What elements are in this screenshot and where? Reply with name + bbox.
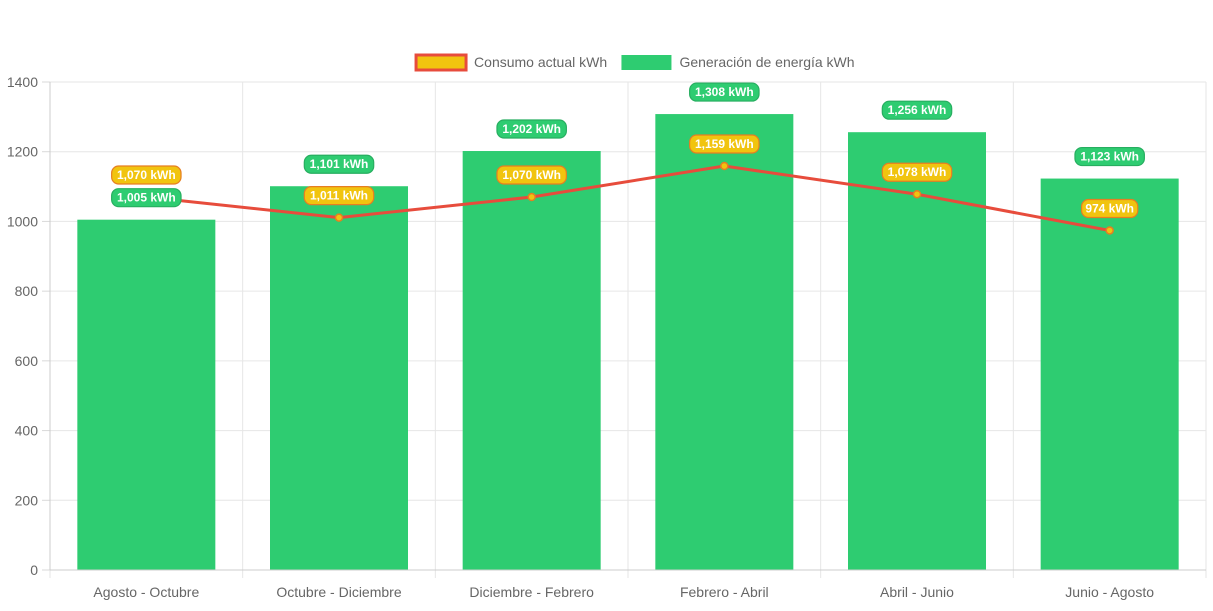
- bar-data-label-bg: [1074, 146, 1145, 167]
- line-data-label-text: 1,070 kWh: [502, 168, 561, 182]
- legend-label-consumo: Consumo actual kWh: [474, 54, 607, 70]
- line-data-label-bg: [111, 165, 182, 185]
- line-point[interactable]: [1105, 226, 1114, 235]
- legend-swatch-generacion: [621, 55, 672, 70]
- legend-item-generacion[interactable]: Generación de energía kWh: [621, 54, 855, 70]
- line-data-label-bg: [881, 162, 953, 182]
- y-tick-label: 600: [15, 353, 39, 369]
- bar-data-label-text: 1,101 kWh: [310, 157, 369, 171]
- line-data-label: 1,070 kWh: [496, 165, 567, 185]
- line-data-label-text: 1,078 kWh: [888, 165, 947, 179]
- line-data-label-bg: [303, 185, 375, 206]
- bar-data-label: 1,202 kWh: [496, 119, 567, 139]
- bar-data-label-bg: [496, 119, 567, 139]
- bar-data-label-text: 1,308 kWh: [695, 85, 754, 99]
- y-tick-label: 1400: [7, 74, 38, 90]
- bar-data-label-bg: [689, 82, 760, 102]
- bar-data-label-text: 1,256 kWh: [888, 103, 947, 117]
- bar-data-label: 1,308 kWh: [689, 82, 760, 102]
- line-data-label: 1,078 kWh: [881, 162, 953, 182]
- bar[interactable]: [462, 151, 601, 570]
- line-data-label-bg: [496, 165, 567, 185]
- line-data-label-text: 1,070 kWh: [117, 168, 176, 182]
- bar[interactable]: [270, 186, 408, 571]
- bar[interactable]: [848, 132, 986, 571]
- bar-data-label: 1,123 kWh: [1074, 146, 1145, 167]
- y-tick-label: 1200: [7, 144, 38, 160]
- y-tick-label: 200: [15, 492, 39, 508]
- legend[interactable]: Consumo actual kWh Generación de energía …: [414, 53, 855, 72]
- x-tick-label: Octubre - Diciembre: [276, 584, 401, 600]
- line-data-label: 1,159 kWh: [689, 134, 760, 154]
- x-tick-label: Abril - Junio: [880, 584, 954, 600]
- bar-data-label-text: 1,202 kWh: [502, 122, 561, 136]
- data-labels: 1,005 kWh 1,101 kWh 1,202 kWh 1,308 kWh 1,25…: [111, 82, 1145, 219]
- y-tick-label: 800: [15, 283, 39, 299]
- y-tick-label: 0: [30, 562, 38, 578]
- x-tick-label: Junio - Agosto: [1065, 584, 1154, 600]
- bar-data-label: 1,256 kWh: [881, 100, 953, 120]
- bar[interactable]: [77, 219, 216, 570]
- line-data-label-text: 974 kWh: [1085, 201, 1134, 215]
- line-data-label: 1,070 kWh: [111, 165, 182, 185]
- grid: [49, 81, 1207, 578]
- bar-data-label: 1,101 kWh: [303, 154, 375, 174]
- line-data-label-bg: [1080, 198, 1139, 219]
- legend-item-consumo[interactable]: Consumo actual kWh: [414, 53, 607, 72]
- bar-series-generacion: [77, 114, 1179, 571]
- line-data-label-bg: [689, 134, 760, 154]
- line-data-label: 1,011 kWh: [303, 185, 375, 206]
- bar[interactable]: [655, 114, 794, 570]
- y-tick-label: 1000: [7, 213, 38, 229]
- line-point[interactable]: [912, 189, 922, 199]
- bar[interactable]: [1040, 178, 1179, 570]
- x-tick-label: Febrero - Abril: [680, 584, 769, 600]
- bar-data-label-bg: [303, 154, 375, 174]
- bar-data-label-bg: [111, 188, 182, 208]
- bar-data-label-bg: [881, 100, 953, 120]
- line-point[interactable]: [334, 213, 344, 222]
- bar-data-label-text: 1,123 kWh: [1080, 150, 1139, 164]
- line-data-label-text: 1,011 kWh: [310, 189, 368, 203]
- y-tick-label: 400: [15, 423, 39, 439]
- line-point[interactable]: [720, 161, 729, 171]
- line-data-label: 974 kWh: [1080, 198, 1139, 219]
- legend-swatch-consumo: [414, 53, 468, 72]
- x-tick-label: Agosto - Octubre: [93, 584, 199, 600]
- line-data-label-text: 1,159 kWh: [695, 137, 754, 151]
- series-line: [146, 164, 1110, 232]
- line-series-consumo: [142, 161, 1114, 235]
- line-point[interactable]: [527, 192, 536, 202]
- axes: 0 200 400 600 800 1000 1200 1400 Agosto - Octubr…: [7, 74, 1206, 600]
- bar-data-label: 1,005 kWh: [111, 188, 182, 208]
- legend-label-generacion: Generación de energía kWh: [679, 54, 854, 70]
- bar-data-label-text: 1,005 kWh: [117, 191, 176, 205]
- x-tick-label: Diciembre - Febrero: [469, 584, 594, 600]
